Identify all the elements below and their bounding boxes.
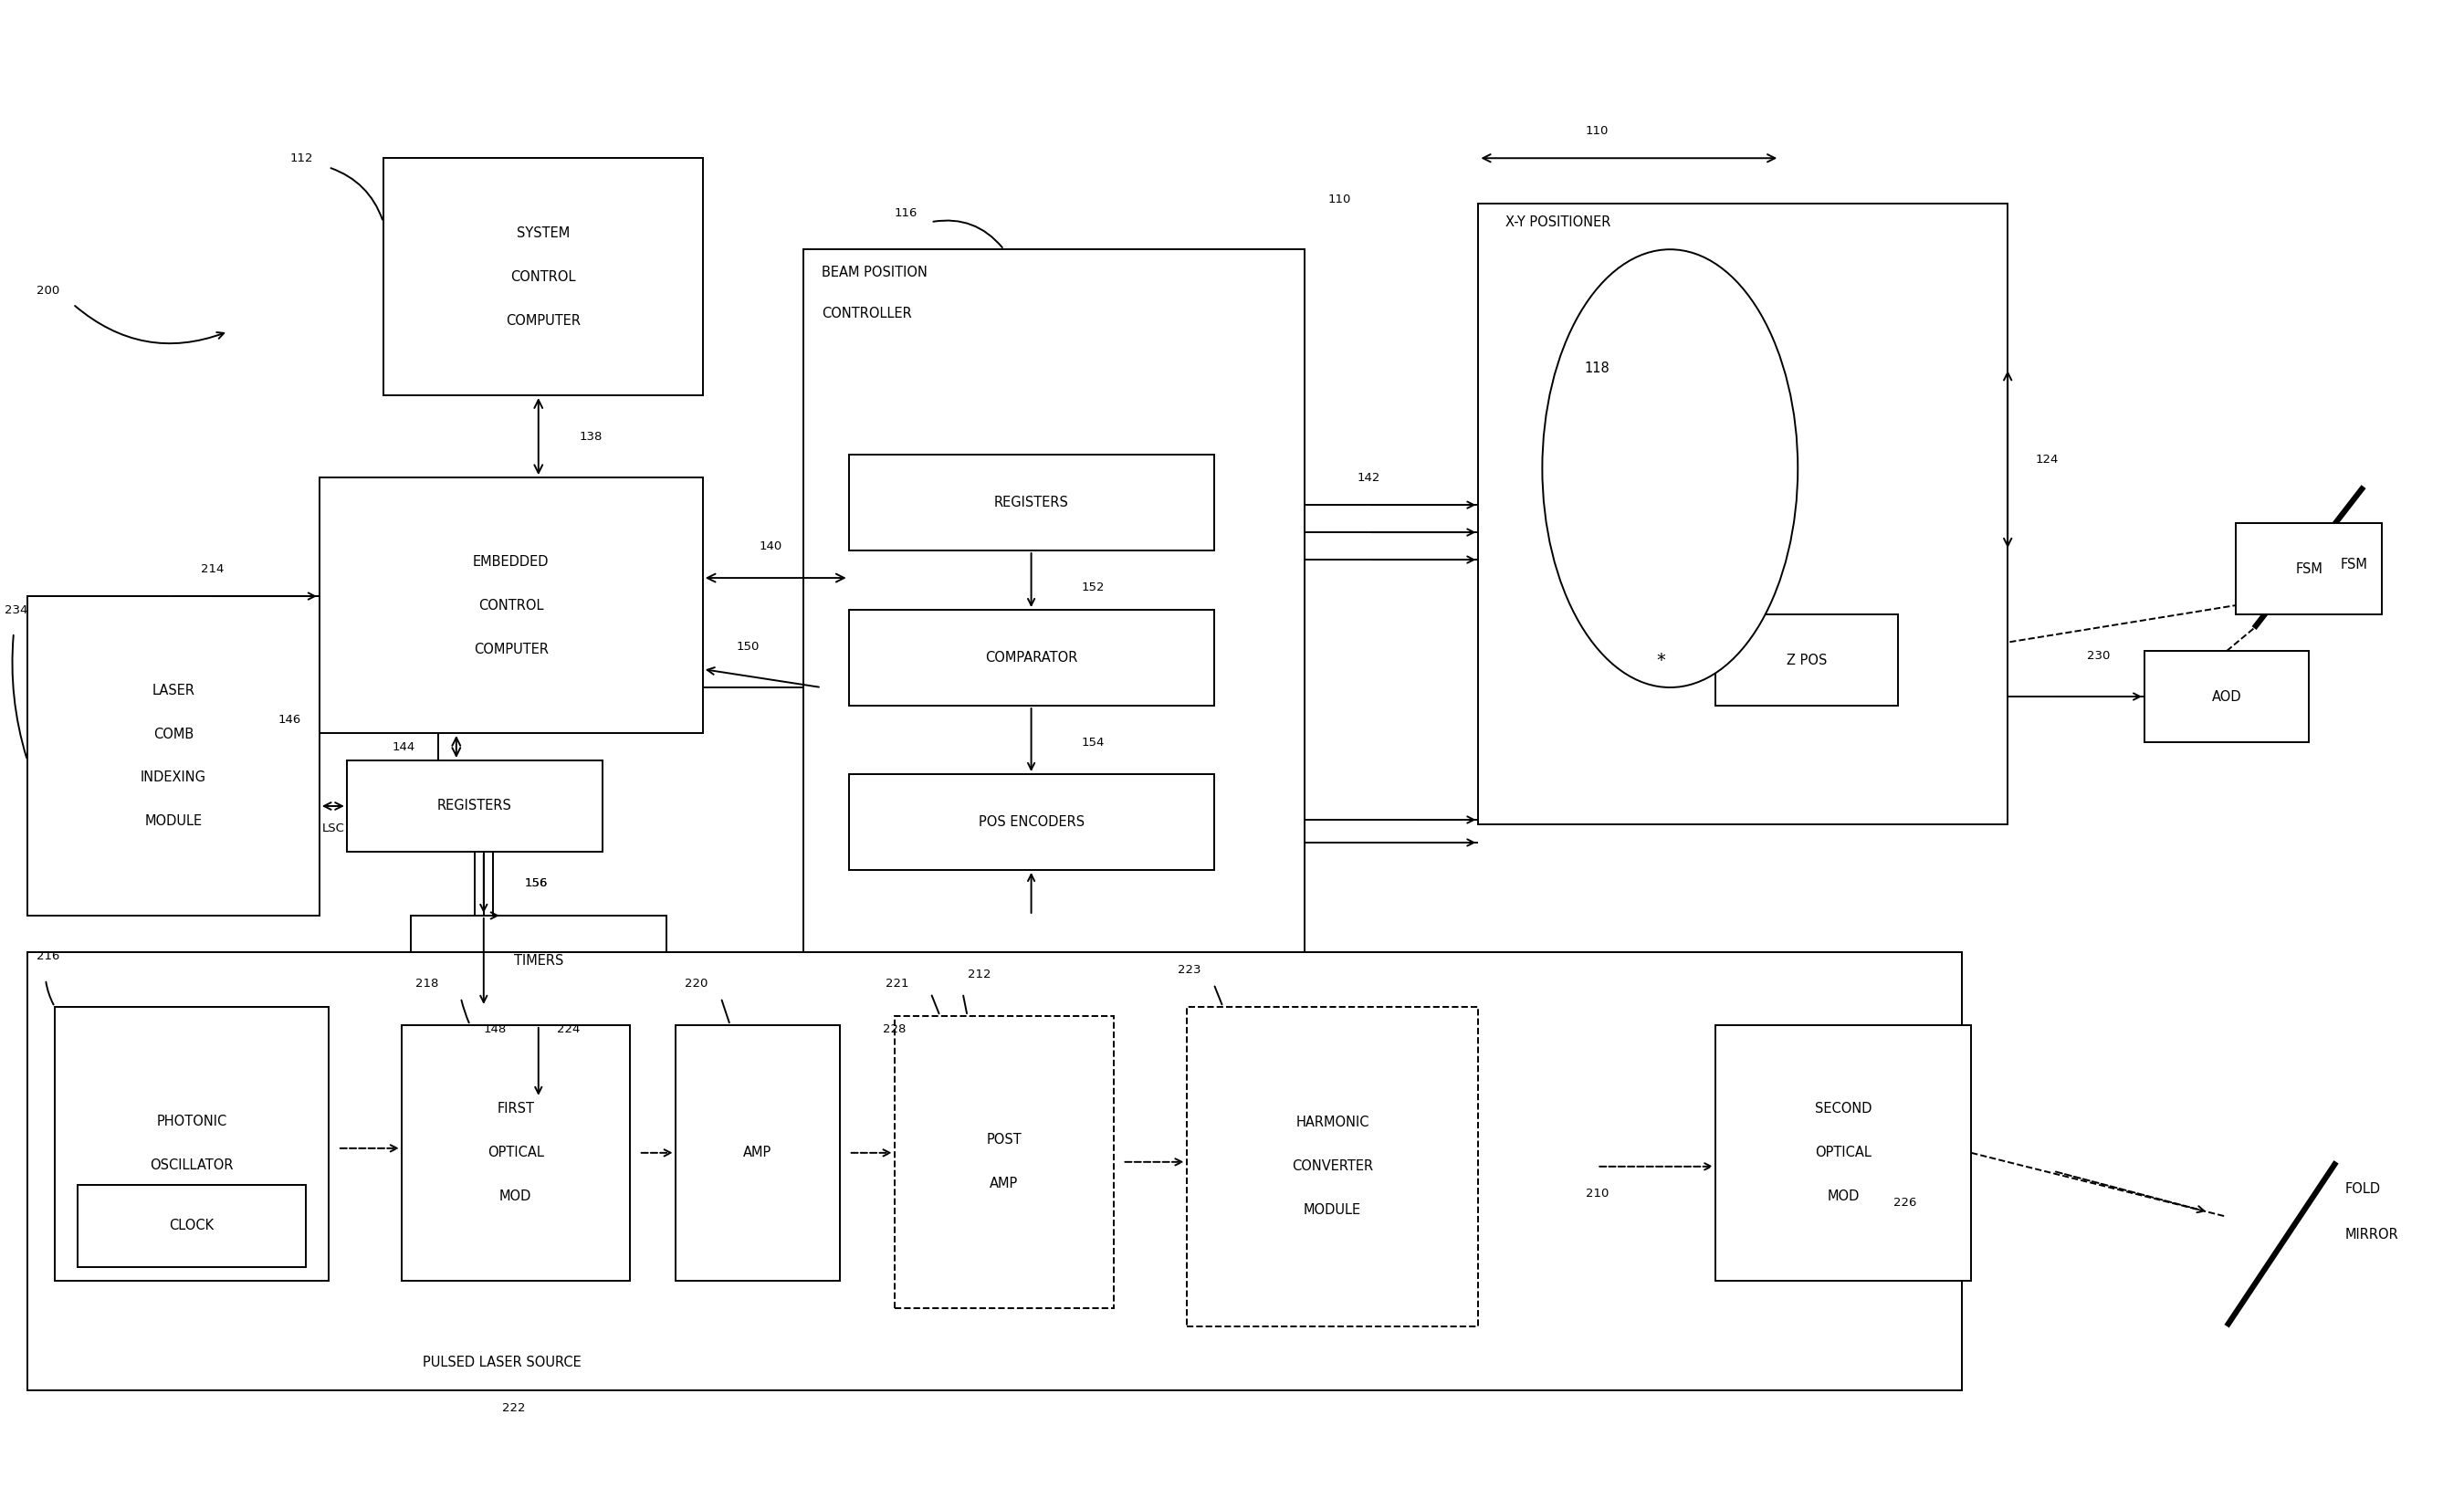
Text: POS ENCODERS: POS ENCODERS bbox=[978, 815, 1084, 828]
Text: LSC: LSC bbox=[323, 822, 345, 834]
Text: 224: 224 bbox=[557, 1023, 579, 1035]
Text: FIRST: FIRST bbox=[498, 1102, 535, 1115]
Text: 212: 212 bbox=[968, 969, 991, 981]
Text: 230: 230 bbox=[2087, 649, 2112, 661]
Text: MODULE: MODULE bbox=[1303, 1204, 1360, 1218]
Text: 222: 222 bbox=[503, 1402, 525, 1414]
Text: PULSED LASER SOURCE: PULSED LASER SOURCE bbox=[424, 1357, 582, 1370]
Text: SECOND: SECOND bbox=[1816, 1102, 1873, 1115]
Text: EMBEDDED: EMBEDDED bbox=[473, 555, 549, 569]
FancyBboxPatch shape bbox=[848, 774, 1215, 869]
Text: 144: 144 bbox=[392, 741, 416, 753]
Text: MOD: MOD bbox=[1828, 1189, 1860, 1204]
Text: AMP: AMP bbox=[744, 1145, 771, 1160]
Text: REGISTERS: REGISTERS bbox=[436, 800, 513, 813]
Text: COMPARATOR: COMPARATOR bbox=[986, 650, 1077, 664]
Text: Z POS: Z POS bbox=[1786, 653, 1828, 667]
Text: FOLD: FOLD bbox=[2346, 1183, 2380, 1197]
Text: POST: POST bbox=[986, 1133, 1023, 1147]
FancyBboxPatch shape bbox=[848, 454, 1215, 551]
Text: PHOTONIC: PHOTONIC bbox=[155, 1115, 227, 1129]
Text: 200: 200 bbox=[37, 285, 59, 296]
Text: SYSTEM: SYSTEM bbox=[517, 226, 569, 240]
FancyBboxPatch shape bbox=[411, 916, 665, 1007]
Text: COMPUTER: COMPUTER bbox=[505, 314, 582, 327]
Text: INDEXING: INDEXING bbox=[140, 771, 207, 785]
Text: OSCILLATOR: OSCILLATOR bbox=[150, 1159, 234, 1172]
Text: 220: 220 bbox=[685, 978, 707, 990]
Text: 150: 150 bbox=[737, 640, 759, 652]
FancyBboxPatch shape bbox=[320, 477, 702, 733]
Text: CONTROL: CONTROL bbox=[478, 599, 545, 613]
Text: 140: 140 bbox=[759, 540, 784, 552]
Text: 116: 116 bbox=[894, 207, 917, 219]
Text: X-Y POSITIONER: X-Y POSITIONER bbox=[1506, 216, 1611, 229]
Text: 221: 221 bbox=[885, 978, 909, 990]
Text: 112: 112 bbox=[288, 152, 313, 164]
Text: 110: 110 bbox=[1328, 193, 1350, 205]
Text: FSM: FSM bbox=[2296, 561, 2324, 575]
Text: 234: 234 bbox=[5, 604, 27, 616]
Text: MOD: MOD bbox=[500, 1189, 532, 1204]
Text: 142: 142 bbox=[1358, 472, 1380, 483]
FancyBboxPatch shape bbox=[1715, 614, 1897, 706]
FancyBboxPatch shape bbox=[848, 610, 1215, 706]
Text: MIRROR: MIRROR bbox=[2346, 1228, 2400, 1242]
Text: 154: 154 bbox=[1082, 736, 1104, 748]
FancyBboxPatch shape bbox=[384, 158, 702, 395]
Text: 146: 146 bbox=[278, 714, 301, 726]
Text: 214: 214 bbox=[200, 563, 224, 575]
Text: *: * bbox=[1656, 652, 1666, 668]
FancyBboxPatch shape bbox=[27, 952, 1961, 1390]
Text: CONTROL: CONTROL bbox=[510, 270, 577, 284]
Text: 216: 216 bbox=[37, 951, 59, 963]
Text: COMPUTER: COMPUTER bbox=[473, 643, 549, 656]
Ellipse shape bbox=[1542, 249, 1799, 688]
Text: OPTICAL: OPTICAL bbox=[488, 1145, 545, 1160]
Text: BEAM POSITION: BEAM POSITION bbox=[821, 266, 926, 279]
Text: CLOCK: CLOCK bbox=[170, 1219, 214, 1233]
FancyBboxPatch shape bbox=[675, 1025, 840, 1281]
Text: 118: 118 bbox=[1584, 361, 1609, 374]
Text: AOD: AOD bbox=[2213, 690, 2242, 703]
Text: REGISTERS: REGISTERS bbox=[993, 496, 1069, 510]
Text: 210: 210 bbox=[1584, 1188, 1609, 1200]
Text: 218: 218 bbox=[416, 978, 439, 990]
Text: OPTICAL: OPTICAL bbox=[1816, 1145, 1873, 1160]
Text: TIMERS: TIMERS bbox=[513, 954, 564, 969]
Text: CONTROLLER: CONTROLLER bbox=[821, 306, 912, 320]
Text: 156: 156 bbox=[525, 878, 547, 890]
FancyBboxPatch shape bbox=[1478, 204, 2008, 824]
Text: 138: 138 bbox=[579, 430, 604, 442]
Text: LASER: LASER bbox=[153, 684, 195, 697]
Text: 223: 223 bbox=[1178, 964, 1200, 976]
FancyBboxPatch shape bbox=[1185, 1007, 1478, 1326]
Text: 228: 228 bbox=[882, 1023, 907, 1035]
FancyBboxPatch shape bbox=[402, 1025, 631, 1281]
FancyBboxPatch shape bbox=[347, 761, 601, 851]
FancyBboxPatch shape bbox=[76, 1185, 306, 1268]
Text: HARMONIC: HARMONIC bbox=[1296, 1115, 1370, 1130]
Text: 226: 226 bbox=[1892, 1197, 1917, 1209]
FancyBboxPatch shape bbox=[54, 1007, 328, 1281]
FancyBboxPatch shape bbox=[803, 249, 1306, 979]
Text: 148: 148 bbox=[483, 1023, 508, 1035]
FancyBboxPatch shape bbox=[2235, 524, 2383, 614]
FancyBboxPatch shape bbox=[2144, 650, 2309, 742]
Text: FSM: FSM bbox=[2341, 557, 2368, 570]
Text: COMB: COMB bbox=[153, 727, 195, 741]
Text: MODULE: MODULE bbox=[145, 815, 202, 828]
Text: AMP: AMP bbox=[991, 1177, 1018, 1191]
Text: 110: 110 bbox=[1584, 125, 1609, 137]
FancyBboxPatch shape bbox=[894, 1016, 1114, 1308]
Text: 124: 124 bbox=[2035, 453, 2057, 465]
FancyBboxPatch shape bbox=[1715, 1025, 1971, 1281]
FancyBboxPatch shape bbox=[27, 596, 320, 916]
Text: 152: 152 bbox=[1082, 581, 1104, 593]
Text: 156: 156 bbox=[525, 878, 547, 890]
Text: CONVERTER: CONVERTER bbox=[1291, 1160, 1372, 1174]
